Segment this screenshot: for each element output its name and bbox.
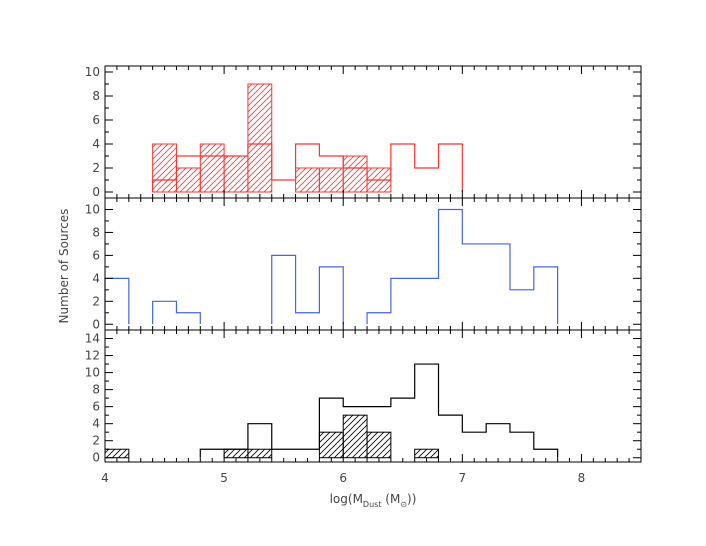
x-axis-label: log(MDust (M⊙)) [330,492,417,509]
y-tick-label: 6 [92,400,100,414]
hatched-bar [366,431,392,459]
y-tick-label: 8 [92,383,100,397]
y-tick-label: 4 [92,271,100,285]
y-tick-label: 8 [92,89,100,103]
hatched-bar [342,155,368,193]
y-tick-label: 12 [85,349,100,363]
histogram-panel: 0 2 4 6 8 10 [85,197,642,331]
hatched-bar [199,143,225,193]
hatched-bar [414,448,440,459]
panel-frame [104,197,642,331]
y-tick-label: 10 [85,65,100,79]
hatched-bar [223,448,249,459]
hatched-bar [318,431,344,459]
panel-frame [104,329,642,463]
hatched-bar [318,167,344,193]
histogram-panel: 0 2 4 6 8 10 12 14 [85,329,642,465]
y-tick-label: 4 [92,417,100,431]
x-axis-tick-labels: 4 5 6 7 8 [101,471,585,485]
hatched-bar [223,155,249,193]
hatched-bar [247,83,273,193]
x-tick-label: 8 [578,471,586,485]
y-tick-label: 2 [92,161,100,175]
sun-symbol-icon: ⊙ [400,500,407,509]
y-tick-label: 0 [92,317,100,331]
y-tick-label: 10 [85,202,100,216]
y-tick-label: 0 [92,451,100,465]
x-tick-label: 7 [459,471,467,485]
hatched-bar [152,143,177,193]
x-axis-label-subscript: Dust [363,500,382,509]
histogram-panels: 0 2 4 6 8 10 0 2 4 6 8 10 0 2 4 6 8 10 12 14 [85,65,642,465]
y-tick-label: 6 [92,113,100,127]
y-tick-label: 14 [85,332,100,346]
x-tick-label: 6 [339,471,347,485]
x-tick-label: 4 [101,471,109,485]
x-tick-label: 5 [220,471,228,485]
y-tick-label: 2 [92,294,100,308]
hatched-bar [366,167,392,193]
hatched-bar [342,414,368,459]
y-tick-label: 8 [92,225,100,239]
y-tick-label: 2 [92,434,100,448]
hatched-bar [175,167,201,193]
histogram-panel: 0 2 4 6 8 10 [85,65,642,199]
hatched-bar [247,448,273,459]
y-tick-label: 4 [92,137,100,151]
histogram-outline [104,208,559,325]
y-tick-label: 10 [85,366,100,380]
y-tick-label: 6 [92,248,100,262]
y-tick-label: 0 [92,185,100,199]
histogram-outline [199,363,559,458]
hatched-bar [295,167,320,193]
y-axis-label: Number of Sources [57,209,71,324]
hatched-bar [104,448,130,459]
